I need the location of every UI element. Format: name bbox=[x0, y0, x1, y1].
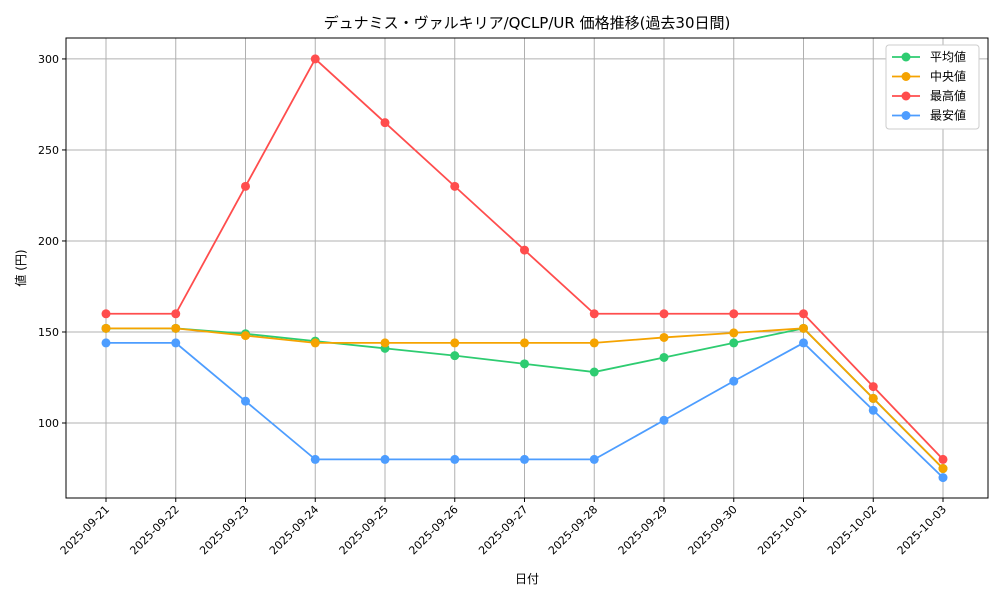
data-point bbox=[729, 376, 739, 386]
x-axis-label: 日付 bbox=[515, 572, 539, 586]
data-point bbox=[799, 323, 808, 333]
x-tick-label: 2025-09-24 bbox=[267, 503, 321, 557]
legend-marker bbox=[901, 72, 911, 81]
x-tick-label: 2025-09-28 bbox=[546, 503, 600, 557]
data-point bbox=[729, 338, 739, 348]
data-point bbox=[450, 454, 460, 464]
x-tick-label: 2025-10-03 bbox=[895, 503, 949, 557]
data-point bbox=[450, 338, 460, 348]
data-point bbox=[659, 309, 669, 319]
data-point bbox=[938, 473, 948, 483]
data-point bbox=[171, 323, 181, 333]
data-point bbox=[659, 415, 669, 425]
data-point bbox=[450, 351, 460, 361]
x-tick-label: 2025-09-21 bbox=[58, 503, 112, 557]
data-point bbox=[799, 309, 808, 319]
data-point bbox=[380, 338, 390, 348]
y-tick-label: 100 bbox=[38, 417, 59, 430]
data-point bbox=[310, 54, 320, 64]
x-tick-label: 2025-09-30 bbox=[685, 503, 739, 557]
data-point bbox=[101, 309, 111, 319]
y-tick-label: 250 bbox=[38, 144, 59, 157]
data-point bbox=[659, 332, 669, 342]
legend-marker bbox=[901, 91, 911, 101]
x-tick-label: 2025-09-27 bbox=[476, 503, 530, 557]
data-point bbox=[171, 309, 181, 319]
data-point bbox=[241, 331, 250, 341]
x-axis: 2025-09-21 2025-09-22 2025-09-23 2025-09-24… bbox=[58, 498, 949, 557]
data-point bbox=[520, 359, 529, 369]
legend-label: 最安値 bbox=[930, 108, 966, 123]
data-point bbox=[171, 338, 181, 348]
y-tick-label: 300 bbox=[38, 53, 59, 66]
data-point bbox=[589, 309, 599, 319]
data-point bbox=[589, 454, 599, 464]
data-point bbox=[868, 405, 878, 415]
x-tick-label: 2025-09-22 bbox=[127, 503, 181, 557]
data-point bbox=[310, 338, 320, 348]
legend-label: 中央値 bbox=[930, 69, 966, 84]
data-point bbox=[729, 309, 739, 319]
data-point bbox=[241, 396, 250, 406]
x-tick-label: 2025-09-25 bbox=[337, 503, 391, 557]
legend-label: 平均値 bbox=[930, 49, 966, 64]
x-tick-label: 2025-09-29 bbox=[616, 503, 670, 557]
legend-marker bbox=[901, 52, 911, 62]
data-point bbox=[589, 367, 599, 377]
data-point bbox=[380, 454, 390, 464]
plot-frame bbox=[65, 37, 989, 499]
data-point bbox=[380, 118, 390, 128]
x-tick-label: 2025-10-02 bbox=[825, 503, 879, 557]
y-tick-label: 200 bbox=[38, 235, 59, 248]
data-point bbox=[520, 245, 529, 255]
data-point bbox=[241, 181, 250, 191]
legend-marker bbox=[901, 111, 911, 120]
data-point bbox=[520, 454, 529, 464]
x-tick-label: 2025-09-23 bbox=[197, 503, 251, 557]
y-axis: 100 150 200 250 300 bbox=[38, 53, 66, 430]
data-point bbox=[101, 323, 111, 333]
data-point bbox=[938, 454, 948, 464]
data-point bbox=[659, 352, 669, 362]
data-point bbox=[520, 338, 529, 348]
series-lines bbox=[101, 54, 948, 483]
data-point bbox=[938, 464, 948, 474]
x-tick-label: 2025-09-26 bbox=[406, 503, 460, 557]
legend-box bbox=[885, 44, 980, 130]
y-tick-label: 150 bbox=[38, 326, 59, 339]
data-point bbox=[450, 181, 460, 191]
data-point bbox=[799, 338, 808, 348]
chart-title: デュナミス・ヴァルキリア/QCLP/UR 価格推移(過去30日間) bbox=[324, 14, 731, 32]
data-point bbox=[310, 454, 320, 464]
data-point bbox=[101, 338, 111, 348]
data-point bbox=[729, 328, 739, 338]
data-point bbox=[868, 382, 878, 392]
grid bbox=[66, 38, 988, 498]
data-point bbox=[589, 338, 599, 348]
data-point bbox=[868, 393, 878, 403]
legend-label: 最高値 bbox=[930, 88, 966, 103]
y-axis-label: 値 (円) bbox=[13, 249, 28, 286]
x-tick-label: 2025-10-01 bbox=[755, 503, 809, 557]
